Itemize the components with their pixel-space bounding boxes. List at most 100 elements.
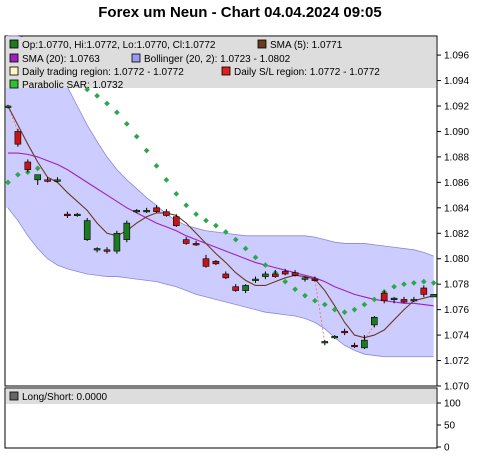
candle-body [44, 179, 51, 182]
sub-y-tick-label: 100 [444, 399, 461, 410]
sar-point [371, 296, 378, 303]
sar-point [203, 217, 209, 224]
candle-body [34, 174, 42, 181]
legend-swatch [221, 66, 231, 76]
sar-point [420, 278, 427, 285]
sar-point [183, 202, 190, 209]
legend-label: SMA (20): 1.0763 [22, 54, 100, 65]
legend-label: SMA (5): 1.0771 [270, 40, 343, 51]
candle-body [202, 258, 210, 267]
long-short-panel: Long/Short: 0.0000 0 50 100 [4, 387, 461, 454]
sar-point [163, 176, 170, 183]
bollinger-upper-line [8, 35, 434, 257]
y-tick-label: 1.080 [444, 254, 469, 265]
candle-body [410, 299, 418, 302]
candle-body [4, 105, 12, 108]
candle-body [242, 285, 249, 291]
candle-body [252, 278, 259, 281]
candle-body [113, 232, 121, 252]
gap-line [364, 324, 375, 341]
y-tick-label: 1.092 [444, 102, 469, 113]
sar-point [114, 109, 120, 116]
candle-body [14, 131, 22, 145]
candle-body [24, 161, 32, 170]
bollinger-lower-line [7, 207, 434, 358]
price-panel: Op:1.0770, Hi:1.0772, Lo:1.0770, Cl:1.07… [4, 35, 469, 393]
candle-body [232, 286, 239, 291]
y-tick-label: 1.090 [444, 127, 469, 138]
candle-body [54, 179, 61, 182]
sar-point [104, 100, 110, 107]
sar-point [173, 190, 180, 197]
sar-point [94, 92, 100, 99]
candle-body [83, 220, 91, 240]
candle-body [311, 278, 319, 281]
sar-point [84, 86, 91, 93]
sar-point [411, 280, 417, 286]
candle-body [380, 292, 388, 302]
candle-body [420, 287, 428, 295]
candle-body [301, 277, 309, 280]
sar-point [193, 211, 199, 218]
gap-line [314, 280, 326, 343]
candle-body [64, 213, 71, 216]
candle-body [182, 239, 190, 244]
sar-point [401, 281, 407, 288]
candle-body [321, 341, 329, 344]
legend-swatch [9, 53, 19, 63]
candle-body [192, 243, 200, 246]
y-tick-label: 1.096 [444, 51, 469, 62]
sar-point [312, 297, 318, 304]
sar-point [292, 286, 298, 293]
legend-swatch [9, 79, 19, 89]
sub-y-tick-label: 0 [444, 443, 450, 454]
candle-body [390, 297, 398, 300]
sar-point [133, 133, 140, 140]
legend-swatch [9, 66, 19, 76]
sar-point [262, 262, 269, 268]
sar-point [361, 301, 368, 308]
sma20-line [8, 152, 434, 307]
candle-body [93, 248, 101, 251]
y-tick-label: 1.084 [444, 203, 469, 214]
y-tick-label: 1.094 [444, 76, 469, 87]
candle-body [291, 272, 299, 276]
candle-body [331, 336, 339, 339]
sar-point [430, 280, 437, 286]
sar-point [242, 245, 249, 252]
sar-point [302, 292, 308, 299]
sar-point [123, 120, 130, 127]
y-tick-label: 1.072 [444, 356, 469, 367]
legend-swatch [9, 39, 19, 49]
candle-body [222, 273, 230, 279]
candle-body [74, 213, 81, 216]
legend-label: Parabolic SAR: 1.0732 [22, 80, 124, 91]
y-tick-label: 1.082 [444, 229, 469, 240]
sar-point [391, 283, 397, 290]
candle-body [133, 210, 140, 213]
candle-body [400, 299, 408, 303]
candle-body [370, 316, 378, 326]
chart-title: Forex um Neun - Chart 04.04.2024 09:05 [98, 4, 382, 21]
candle-body [163, 211, 170, 216]
candle-body [351, 344, 358, 348]
sma5-line [7, 105, 434, 339]
sub-legend-background [6, 389, 436, 404]
legend-label: Bollinger (20, 2): 1.0723 - 1.0802 [144, 54, 291, 65]
candle-body [103, 249, 111, 252]
legend-background [6, 37, 436, 88]
y-tick-label: 1.070 [444, 382, 469, 393]
candle-body [281, 271, 289, 275]
sar-point [282, 278, 289, 285]
legend-label: Daily S/L region: 1.0772 - 1.0772 [234, 67, 380, 78]
legend-swatch [257, 39, 267, 49]
legend-swatch [131, 53, 141, 63]
sub-y-tick-label: 50 [444, 421, 456, 432]
sub-legend-swatch [9, 391, 19, 401]
candle-body [262, 273, 269, 277]
legend-label: Daily trading region: 1.0772 - 1.0772 [22, 67, 184, 78]
candle-body [271, 273, 279, 277]
sar-point [222, 229, 229, 235]
candle-body [123, 222, 131, 240]
